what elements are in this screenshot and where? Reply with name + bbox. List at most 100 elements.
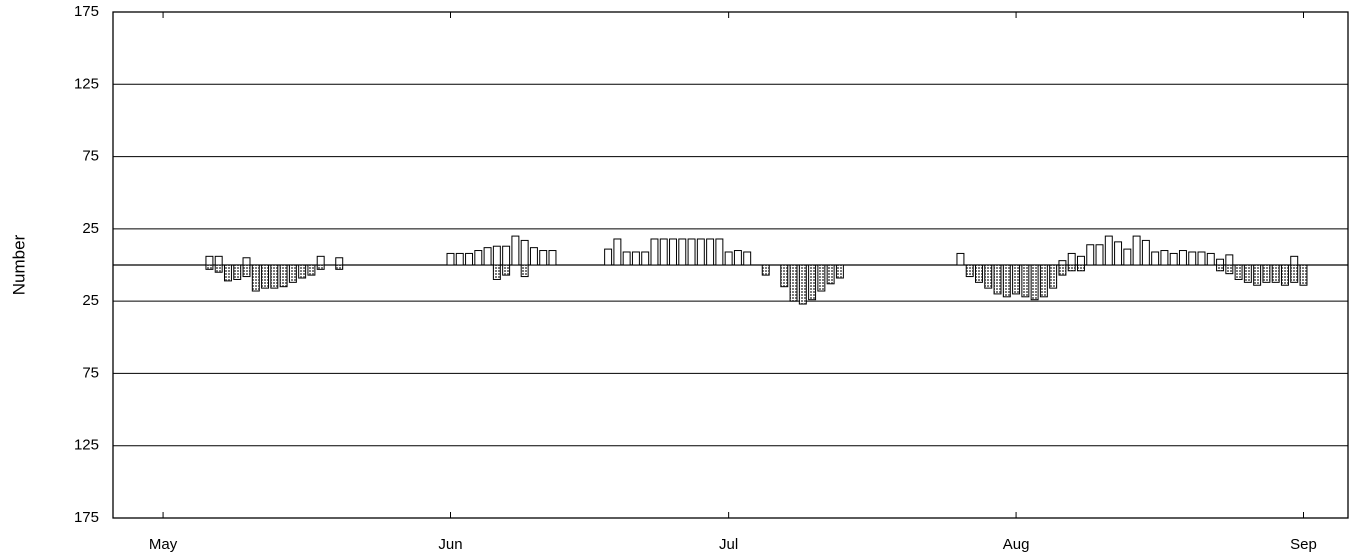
bar <box>975 264 983 283</box>
bar <box>1206 252 1215 266</box>
x-tick-label: Aug <box>1003 536 1030 553</box>
bar <box>1058 264 1067 276</box>
bar <box>307 264 316 276</box>
bar <box>233 264 242 280</box>
y-tick-label: 75 <box>82 148 99 165</box>
bar <box>483 247 492 266</box>
bar <box>715 238 724 266</box>
x-tick-label: May <box>149 536 178 553</box>
bar <box>1132 235 1141 266</box>
x-tick-label: Jun <box>438 536 462 553</box>
bar <box>316 255 325 266</box>
bar <box>279 264 288 288</box>
bar <box>242 264 251 278</box>
bar <box>743 251 752 266</box>
bar <box>1188 251 1197 266</box>
bar <box>223 264 232 282</box>
bar <box>1086 244 1095 266</box>
bar <box>502 264 511 276</box>
bar <box>687 238 696 266</box>
bar <box>1271 264 1280 283</box>
bar <box>1216 264 1225 272</box>
bar <box>733 250 742 266</box>
bar <box>335 264 344 270</box>
bar <box>696 238 705 266</box>
bar <box>724 251 733 266</box>
bar <box>984 264 993 289</box>
bar <box>1299 264 1308 286</box>
bar <box>965 264 974 278</box>
bar <box>270 264 279 289</box>
bar <box>1067 252 1076 266</box>
bar <box>492 264 501 280</box>
plot-frame <box>112 11 1349 519</box>
bar <box>1253 264 1262 286</box>
bar <box>1039 264 1048 298</box>
bar <box>1290 255 1299 266</box>
bar <box>622 251 631 266</box>
bar <box>455 252 464 266</box>
bar <box>1114 241 1123 266</box>
bar <box>1151 251 1160 266</box>
bar <box>1030 264 1039 301</box>
y-tick-label: 175 <box>74 509 99 526</box>
bar <box>706 238 715 266</box>
bar <box>1197 251 1206 266</box>
bar <box>789 264 798 302</box>
bar <box>502 245 511 266</box>
bar <box>298 264 307 279</box>
bar <box>650 238 659 266</box>
bar <box>474 250 483 266</box>
bar <box>817 264 826 292</box>
bar <box>993 264 1002 295</box>
y-tick-label: 25 <box>82 292 99 309</box>
bar <box>1002 264 1011 298</box>
bar <box>214 255 223 266</box>
bar <box>631 251 640 266</box>
bar <box>539 250 548 266</box>
y-tick-label: 75 <box>82 364 99 381</box>
bar <box>205 264 214 270</box>
bar <box>1095 244 1104 266</box>
bar <box>520 239 529 266</box>
bar <box>1178 250 1187 266</box>
bar <box>446 252 455 266</box>
y-axis-label: Number <box>9 234 28 295</box>
bar <box>780 264 789 288</box>
bar <box>669 238 677 266</box>
bar <box>520 264 529 278</box>
bar <box>808 264 817 301</box>
bar <box>1225 254 1234 266</box>
bar <box>1076 264 1085 272</box>
bar <box>529 247 538 266</box>
bar <box>1243 264 1252 283</box>
bar <box>548 250 557 266</box>
bar <box>1067 264 1076 272</box>
bar <box>1076 255 1085 266</box>
y-tick-label: 25 <box>82 220 99 237</box>
bar <box>1141 239 1150 266</box>
bar <box>251 264 260 292</box>
bar <box>761 264 770 276</box>
bar <box>1123 248 1132 266</box>
x-tick-label: Sep <box>1290 536 1317 553</box>
bar <box>604 248 613 266</box>
bar <box>492 245 501 266</box>
bar <box>613 238 622 266</box>
bar <box>1012 264 1021 295</box>
bar <box>678 238 687 266</box>
bar <box>511 235 520 266</box>
bar <box>1262 264 1271 283</box>
bar <box>1216 258 1225 266</box>
bar <box>956 252 965 266</box>
y-tick-label: 175 <box>74 3 99 20</box>
bar <box>1234 264 1243 280</box>
bar <box>1160 250 1169 266</box>
bar <box>1225 264 1234 275</box>
bar <box>835 264 844 279</box>
bar <box>1290 264 1299 283</box>
bar <box>1104 235 1113 266</box>
bar <box>465 252 474 266</box>
bar <box>798 264 807 305</box>
